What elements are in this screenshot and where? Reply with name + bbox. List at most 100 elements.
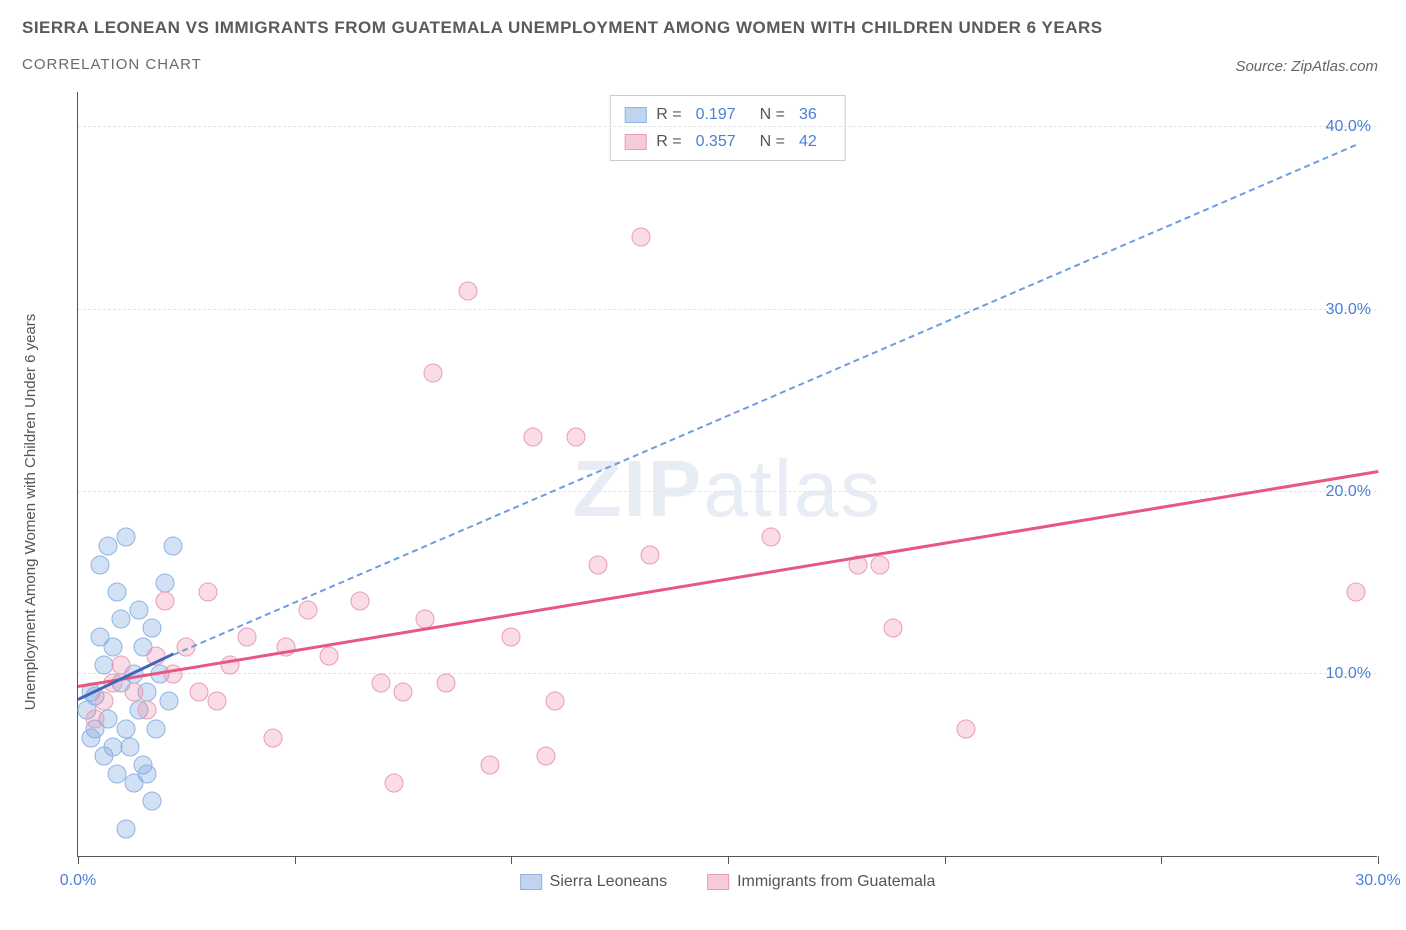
bottom-legend: Sierra Leoneans Immigrants from Guatemal… bbox=[520, 873, 936, 891]
scatter-point bbox=[459, 282, 478, 301]
scatter-point bbox=[90, 555, 109, 574]
y-axis-label: Unemployment Among Women with Children U… bbox=[22, 314, 39, 711]
x-tick-label: 0.0% bbox=[60, 872, 96, 890]
r-value-pink: 0.357 bbox=[696, 128, 736, 155]
swatch-pink-icon bbox=[707, 874, 729, 890]
x-tick-label: 30.0% bbox=[1355, 872, 1400, 890]
scatter-point bbox=[86, 710, 105, 729]
watermark: ZIPatlas bbox=[573, 443, 882, 535]
scatter-point bbox=[155, 573, 174, 592]
stat-row-blue: R = 0.197 N = 36 bbox=[624, 101, 831, 128]
watermark-zip: ZIP bbox=[573, 444, 703, 533]
scatter-point bbox=[537, 746, 556, 765]
scatter-point bbox=[142, 619, 161, 638]
legend-label-pink: Immigrants from Guatemala bbox=[737, 873, 935, 891]
n-label: N = bbox=[760, 101, 785, 128]
y-tick-label: 40.0% bbox=[1326, 118, 1371, 136]
scatter-point bbox=[394, 683, 413, 702]
scatter-point bbox=[385, 774, 404, 793]
trend-line bbox=[78, 471, 1378, 689]
watermark-atlas: atlas bbox=[703, 444, 882, 533]
legend-item-blue: Sierra Leoneans bbox=[520, 873, 667, 891]
chart-subtitle: CORRELATION CHART bbox=[22, 56, 1103, 73]
gridline bbox=[78, 309, 1377, 310]
scatter-point bbox=[116, 528, 135, 547]
scatter-point bbox=[95, 655, 114, 674]
scatter-point bbox=[147, 719, 166, 738]
scatter-point bbox=[160, 692, 179, 711]
scatter-point bbox=[632, 227, 651, 246]
gridline bbox=[78, 491, 1377, 492]
y-tick-label: 20.0% bbox=[1326, 483, 1371, 501]
chart-title: SIERRA LEONEAN VS IMMIGRANTS FROM GUATEM… bbox=[22, 18, 1103, 38]
r-value-blue: 0.197 bbox=[696, 101, 736, 128]
scatter-point bbox=[82, 728, 101, 747]
stat-row-pink: R = 0.357 N = 42 bbox=[624, 128, 831, 155]
scatter-point bbox=[155, 592, 174, 611]
x-tick bbox=[728, 856, 729, 864]
scatter-point bbox=[238, 628, 257, 647]
n-value-blue: 36 bbox=[799, 101, 817, 128]
scatter-point bbox=[138, 765, 157, 784]
scatter-point bbox=[190, 683, 209, 702]
scatter-point bbox=[264, 728, 283, 747]
trend-line bbox=[173, 144, 1357, 656]
scatter-point bbox=[207, 692, 226, 711]
scatter-point bbox=[589, 555, 608, 574]
x-tick bbox=[295, 856, 296, 864]
stat-legend: R = 0.197 N = 36 R = 0.357 N = 42 bbox=[609, 95, 846, 161]
scatter-point bbox=[95, 692, 114, 711]
scatter-point bbox=[138, 701, 157, 720]
y-tick-label: 10.0% bbox=[1326, 665, 1371, 683]
r-label: R = bbox=[656, 101, 681, 128]
scatter-point bbox=[125, 683, 144, 702]
scatter-point bbox=[103, 637, 122, 656]
scatter-point bbox=[108, 582, 127, 601]
scatter-point bbox=[103, 737, 122, 756]
scatter-point bbox=[320, 646, 339, 665]
gridline bbox=[78, 673, 1377, 674]
scatter-point bbox=[112, 610, 131, 629]
scatter-point bbox=[99, 537, 118, 556]
scatter-point bbox=[129, 601, 148, 620]
scatter-point bbox=[121, 737, 140, 756]
scatter-point bbox=[883, 619, 902, 638]
swatch-pink-icon bbox=[624, 134, 646, 150]
scatter-point bbox=[437, 673, 456, 692]
legend-item-pink: Immigrants from Guatemala bbox=[707, 873, 935, 891]
scatter-point bbox=[372, 673, 391, 692]
scatter-point bbox=[957, 719, 976, 738]
scatter-point bbox=[545, 692, 564, 711]
scatter-point bbox=[424, 364, 443, 383]
scatter-point bbox=[641, 546, 660, 565]
source-attribution: Source: ZipAtlas.com bbox=[1235, 58, 1378, 75]
scatter-point bbox=[480, 755, 499, 774]
x-tick bbox=[1161, 856, 1162, 864]
scatter-point bbox=[567, 428, 586, 447]
scatter-point bbox=[524, 428, 543, 447]
gridline bbox=[78, 126, 1377, 127]
n-value-pink: 42 bbox=[799, 128, 817, 155]
scatter-point bbox=[116, 719, 135, 738]
x-tick bbox=[511, 856, 512, 864]
scatter-point bbox=[116, 819, 135, 838]
scatter-point bbox=[112, 655, 131, 674]
legend-label-blue: Sierra Leoneans bbox=[550, 873, 667, 891]
scatter-point bbox=[870, 555, 889, 574]
x-tick bbox=[1378, 856, 1379, 864]
scatter-point bbox=[502, 628, 521, 647]
title-block: SIERRA LEONEAN VS IMMIGRANTS FROM GUATEM… bbox=[22, 18, 1103, 73]
scatter-point bbox=[164, 537, 183, 556]
plot-area: ZIPatlas R = 0.197 N = 36 R = 0.357 N = … bbox=[77, 92, 1377, 857]
x-tick bbox=[945, 856, 946, 864]
scatter-point bbox=[199, 582, 218, 601]
swatch-blue-icon bbox=[520, 874, 542, 890]
chart-container: Unemployment Among Women with Children U… bbox=[22, 92, 1382, 892]
scatter-point bbox=[298, 601, 317, 620]
y-tick-label: 30.0% bbox=[1326, 301, 1371, 319]
x-tick bbox=[78, 856, 79, 864]
scatter-point bbox=[142, 792, 161, 811]
scatter-point bbox=[1347, 582, 1366, 601]
scatter-point bbox=[350, 592, 369, 611]
r-label: R = bbox=[656, 128, 681, 155]
